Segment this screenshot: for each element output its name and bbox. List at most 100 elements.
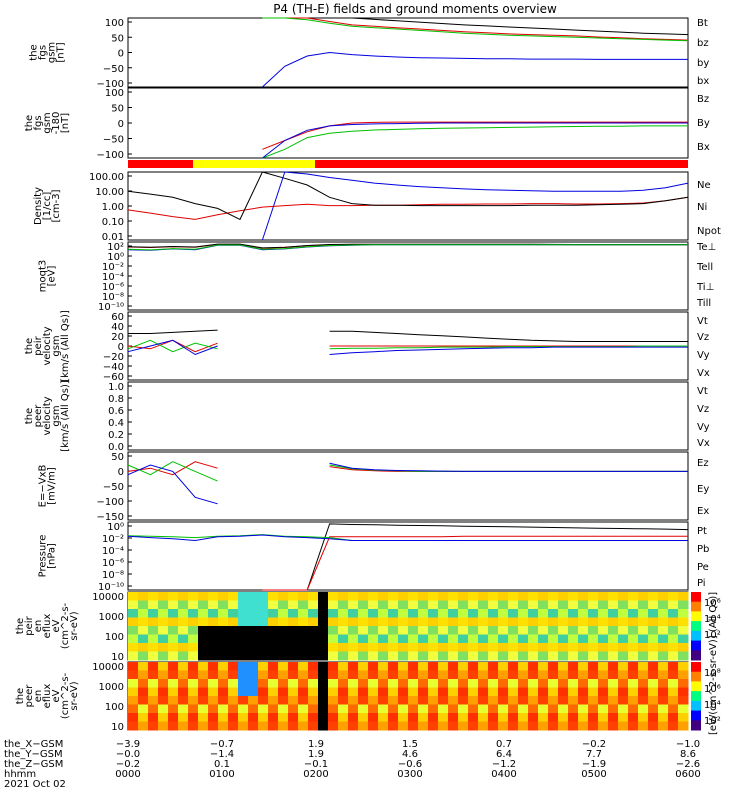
heatmap-cell: [608, 651, 619, 661]
y-tick-label: −60: [103, 372, 124, 383]
heatmap-cell: [468, 679, 479, 688]
y-tick-label: 0: [118, 49, 124, 60]
colorbar-segment: [691, 710, 701, 721]
heatmap-cell: [268, 670, 279, 680]
heatmap-cell: [648, 687, 659, 697]
series-line-red: [262, 535, 688, 591]
heatmap-cell: [648, 662, 659, 671]
heatmap-cell: [588, 662, 599, 671]
y-tick-label: 0: [118, 119, 124, 130]
heatmap-cell: [158, 617, 169, 627]
heatmap-cell: [518, 704, 529, 714]
legend-green: Vy: [697, 350, 710, 361]
heatmap-cell: [408, 704, 419, 714]
heatmap-cell: [218, 696, 229, 705]
legend-green: Ey: [697, 484, 709, 495]
series-line-green: [262, 17, 689, 42]
heatmap-cell: [638, 704, 649, 714]
y-tick-label: 0.10: [102, 217, 124, 228]
heatmap-cell: [258, 634, 269, 644]
heatmap-cell: [498, 609, 509, 618]
heatmap-cell: [388, 600, 399, 610]
heatmap-cell: [528, 721, 539, 731]
heatmap-cell: [648, 626, 659, 635]
heatmap-cell: [288, 721, 299, 731]
heatmap-cell: [558, 592, 569, 601]
heatmap-cell: [158, 643, 169, 652]
y-tick-label: 10⁻²: [102, 262, 124, 273]
ylabel-line: fgs: [38, 45, 49, 60]
heatmap-cell: [428, 609, 439, 618]
y-tick-label: 0: [118, 342, 124, 353]
heatmap-cell: [578, 600, 589, 610]
heatmap-cell: [178, 643, 189, 652]
heatmap-cell: [128, 687, 139, 697]
heatmap-cell: [388, 687, 399, 697]
heatmap-cell: [208, 721, 219, 731]
ylabel-line: peer: [24, 684, 35, 708]
heatmap-cell: [258, 651, 269, 661]
heatmap-cell: [488, 609, 499, 618]
heatmap-cell: [498, 651, 509, 661]
heatmap-cell: [208, 634, 219, 644]
heatmap-cell: [538, 609, 549, 618]
heatmap-cell: [238, 679, 249, 688]
heatmap-cell: [218, 662, 229, 671]
heatmap-cell: [288, 626, 299, 635]
heatmap-cell: [148, 634, 159, 644]
heatmap-cell: [288, 592, 299, 601]
heatmap-cell: [338, 634, 349, 644]
heatmap-cell: [508, 651, 519, 661]
heatmap-cell: [418, 643, 429, 652]
heatmap-cell: [308, 721, 319, 731]
heatmap-cell: [488, 626, 499, 635]
heatmap-cell: [508, 609, 519, 618]
heatmap-cell: [438, 713, 449, 722]
y-tick-label: 10⁻⁸: [102, 292, 124, 303]
heatmap-cell: [358, 696, 369, 705]
status-bar-red: [128, 160, 688, 168]
heatmap-cell: [358, 643, 369, 652]
heatmap-cell: [558, 721, 569, 731]
heatmap-cell: [428, 696, 439, 705]
heatmap-cell: [578, 704, 589, 714]
heatmap-cell: [478, 721, 489, 731]
heatmap-cell: [318, 679, 329, 688]
heatmap-cell: [428, 679, 439, 688]
heatmap-cell: [198, 634, 209, 644]
heatmap-cell: [558, 651, 569, 661]
heatmap-cell: [218, 721, 229, 731]
heatmap-cell: [538, 696, 549, 705]
y-tick-label: −50: [103, 135, 124, 146]
ylabel-line: Density: [33, 187, 44, 225]
heatmap-cell: [258, 592, 269, 601]
heatmap-cell: [648, 643, 659, 652]
heatmap-cell: [218, 670, 229, 680]
heatmap-cell: [178, 679, 189, 688]
heatmap-cell: [248, 600, 259, 610]
ylabel-line: the: [24, 338, 35, 354]
heatmap-cell: [668, 626, 679, 635]
colorbar-segment: [691, 700, 701, 712]
heatmap-cell: [478, 617, 489, 627]
ylabel-line: Pressure: [38, 535, 49, 578]
heatmap-cell: [178, 617, 189, 627]
heatmap-cell: [498, 679, 509, 688]
heatmap-cell: [358, 651, 369, 661]
heatmap-cell: [348, 634, 359, 644]
x-tick-label: −0.0: [116, 749, 140, 760]
heatmap-cell: [218, 704, 229, 714]
heatmap-cell: [188, 713, 199, 722]
heatmap-cell: [568, 592, 579, 601]
heatmap-cell: [598, 704, 609, 714]
ylabel-line: [nPa]: [47, 543, 58, 569]
heatmap-cell: [468, 634, 479, 644]
heatmap-cell: [308, 713, 319, 722]
legend-black: Vt: [697, 386, 708, 397]
heatmap-cell: [618, 687, 629, 697]
heatmap-cell: [208, 704, 219, 714]
heatmap-cell: [538, 704, 549, 714]
heatmap-cell: [258, 662, 269, 671]
heatmap-cell: [448, 600, 459, 610]
